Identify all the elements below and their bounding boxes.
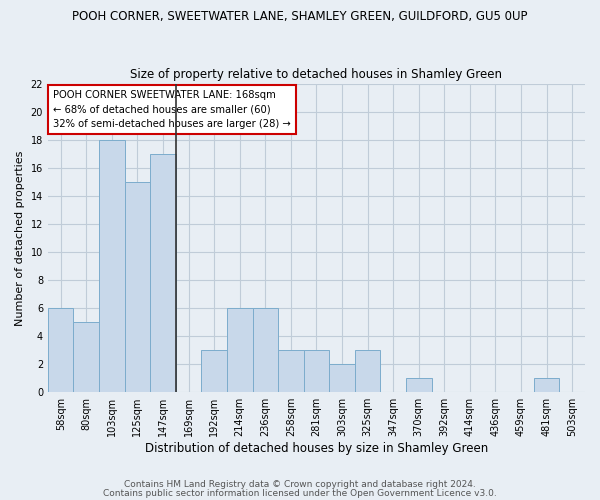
Bar [355, 350, 380, 392]
Text: POOH CORNER SWEETWATER LANE: 168sqm
← 68% of detached houses are smaller (60)
32: POOH CORNER SWEETWATER LANE: 168sqm ← 68… [53, 90, 291, 130]
Bar [202, 350, 227, 392]
Bar [99, 140, 125, 392]
Title: Size of property relative to detached houses in Shamley Green: Size of property relative to detached ho… [130, 68, 502, 81]
Bar [304, 350, 329, 392]
Bar [125, 182, 150, 392]
Bar [253, 308, 278, 392]
Bar [150, 154, 176, 392]
Bar [48, 308, 73, 392]
Bar [329, 364, 355, 392]
X-axis label: Distribution of detached houses by size in Shamley Green: Distribution of detached houses by size … [145, 442, 488, 455]
Bar [278, 350, 304, 392]
Y-axis label: Number of detached properties: Number of detached properties [15, 150, 25, 326]
Bar [406, 378, 431, 392]
Bar [227, 308, 253, 392]
Text: Contains public sector information licensed under the Open Government Licence v3: Contains public sector information licen… [103, 489, 497, 498]
Text: POOH CORNER, SWEETWATER LANE, SHAMLEY GREEN, GUILDFORD, GU5 0UP: POOH CORNER, SWEETWATER LANE, SHAMLEY GR… [72, 10, 528, 23]
Text: Contains HM Land Registry data © Crown copyright and database right 2024.: Contains HM Land Registry data © Crown c… [124, 480, 476, 489]
Bar [534, 378, 559, 392]
Bar [73, 322, 99, 392]
